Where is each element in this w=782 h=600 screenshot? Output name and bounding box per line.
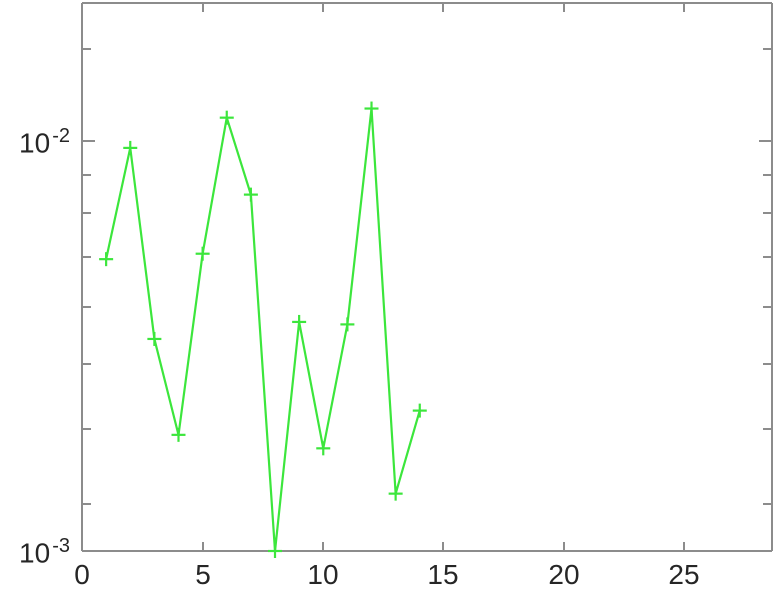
axes-box [81,2,773,552]
xtick-label-0: 0 [74,559,90,590]
y-axis-ticks-left [82,48,95,552]
ytick-exponent: -2 [52,125,70,147]
ytick-exponent: -3 [52,535,70,557]
data-point-marker [292,314,307,329]
xtick-label-20: 20 [548,559,580,590]
data-point-marker [243,187,258,202]
data-point-marker [364,101,379,116]
ytick-mantissa: 10 [19,127,51,159]
data-point-marker [123,140,138,155]
ytick-mantissa: 10 [19,537,51,569]
xtick-label-15: 15 [427,559,459,590]
y-axis-ticks-right [759,48,772,552]
data-point-marker [412,403,427,418]
data-point-marker [388,486,403,501]
data-point-marker [147,331,162,346]
x-axis-ticks [81,542,685,551]
data-series-line [105,107,421,553]
x-axis-ticks-top [81,3,685,12]
data-point-marker [99,252,114,267]
data-series-markers [99,101,427,558]
data-point-marker [268,544,283,558]
data-point-marker [219,110,234,125]
data-point-marker [340,317,355,332]
ytick-label-1e-2: 10 -2 [4,126,70,157]
data-point-marker [195,246,210,261]
xtick-label-5: 5 [195,559,211,590]
xtick-label-25: 25 [668,559,700,590]
xtick-label-10: 10 [307,559,339,590]
data-point-marker [316,441,331,456]
ytick-label-1e-3: 10 -3 [4,536,70,567]
data-point-marker [171,427,186,442]
